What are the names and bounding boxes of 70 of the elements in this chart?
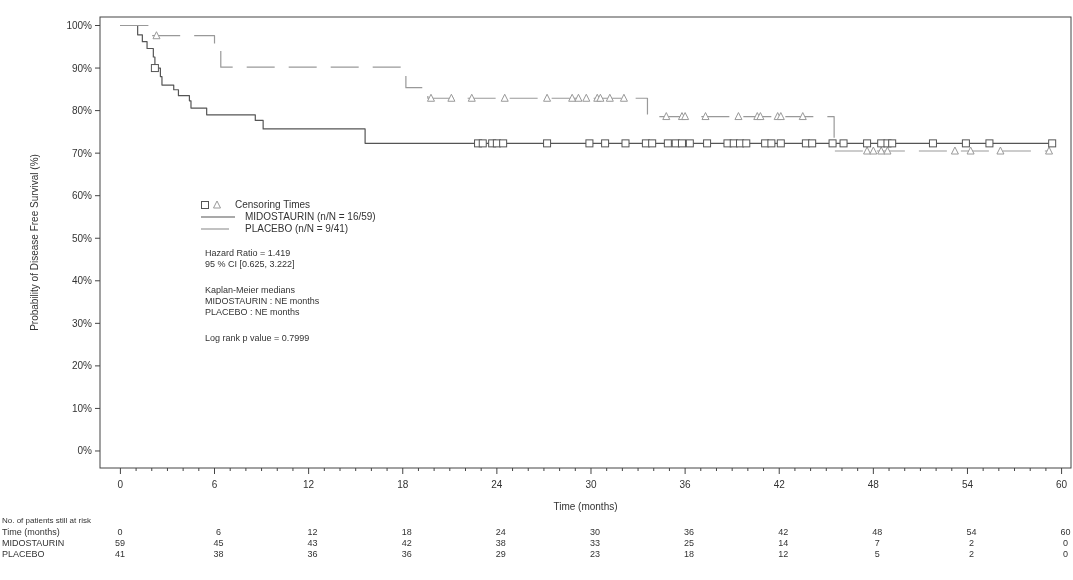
text: 14: [778, 538, 789, 548]
annotation: Log rank p value = 0.7999: [205, 333, 310, 343]
text: 41: [114, 549, 126, 559]
y-tick-label: 10%: [71, 402, 93, 414]
text: 2: [968, 549, 974, 559]
text: 12: [778, 549, 789, 559]
y-tick-label: 40%: [71, 275, 93, 287]
text: 25: [684, 538, 695, 548]
text: 42: [778, 527, 789, 537]
text: 59: [114, 538, 126, 548]
text: 6: [216, 527, 222, 537]
text: 18: [401, 527, 412, 537]
y-axis-title: Probability of Disease Free Survival (%): [29, 154, 40, 331]
annotation: PLACEBO : NE months: [205, 307, 301, 317]
y-tick-label: 20%: [71, 360, 93, 372]
text: No. of patients still at risk: [2, 516, 92, 525]
text: 36: [401, 549, 412, 559]
x-tick-label: 0: [117, 479, 124, 490]
legend-label: MIDOSTAURIN (n/N = 16/59): [245, 211, 376, 222]
y-tick-label: 50%: [71, 232, 93, 244]
text: MIDOSTAURIN: [2, 538, 65, 548]
x-tick-label: 18: [397, 479, 409, 490]
text: 33: [589, 538, 600, 548]
annotation: MIDOSTAURIN : NE months: [205, 296, 320, 306]
x-tick-label: 12: [303, 479, 315, 490]
text: 30: [589, 527, 600, 537]
x-tick-label: 60: [1056, 479, 1068, 490]
text: 5: [874, 549, 880, 559]
text: 38: [495, 538, 506, 548]
text: 36: [307, 549, 318, 559]
text: 0: [117, 527, 123, 537]
text: 12: [307, 527, 318, 537]
y-tick-label: 90%: [71, 62, 93, 74]
text: 7: [874, 538, 880, 548]
text: 60: [1060, 527, 1071, 537]
x-tick-label: 6: [211, 479, 218, 490]
annotation: 95 % CI [0.625, 3.222]: [205, 259, 295, 269]
annotation: Kaplan-Meier medians: [205, 285, 296, 295]
text: 18: [684, 549, 695, 559]
x-axis-title: Time (months): [553, 501, 618, 512]
text: 2: [968, 538, 974, 548]
y-tick-label: 30%: [71, 317, 93, 329]
y-tick-label: 80%: [71, 105, 93, 117]
text: 0: [1063, 549, 1069, 559]
text: 45: [213, 538, 224, 548]
text: 43: [307, 538, 318, 548]
y-tick-label: 0%: [77, 445, 93, 457]
text: 38: [213, 549, 224, 559]
x-tick-label: 42: [773, 479, 786, 490]
text: 23: [589, 549, 600, 559]
y-tick-label: 60%: [71, 190, 93, 202]
x-tick-label: 36: [679, 479, 692, 490]
text: 54: [966, 527, 977, 537]
text: 36: [684, 527, 695, 537]
x-tick-label: 30: [585, 479, 597, 490]
annotation: Hazard Ratio = 1.419: [205, 248, 291, 258]
text: 29: [495, 549, 506, 559]
text: 42: [401, 538, 412, 548]
legend-label: Censoring Times: [235, 199, 311, 210]
text: 0: [1063, 538, 1069, 548]
legend-label: PLACEBO (n/N = 9/41): [245, 223, 349, 234]
text: PLACEBO: [2, 549, 45, 559]
y-tick-label: 100%: [66, 20, 93, 32]
x-tick-label: 24: [491, 479, 503, 490]
x-tick-label: 48: [867, 479, 880, 490]
text: Time (months): [2, 527, 60, 537]
x-tick-label: 54: [961, 479, 974, 490]
text: 24: [495, 527, 506, 537]
text: 48: [872, 527, 883, 537]
y-tick-label: 70%: [71, 147, 93, 159]
